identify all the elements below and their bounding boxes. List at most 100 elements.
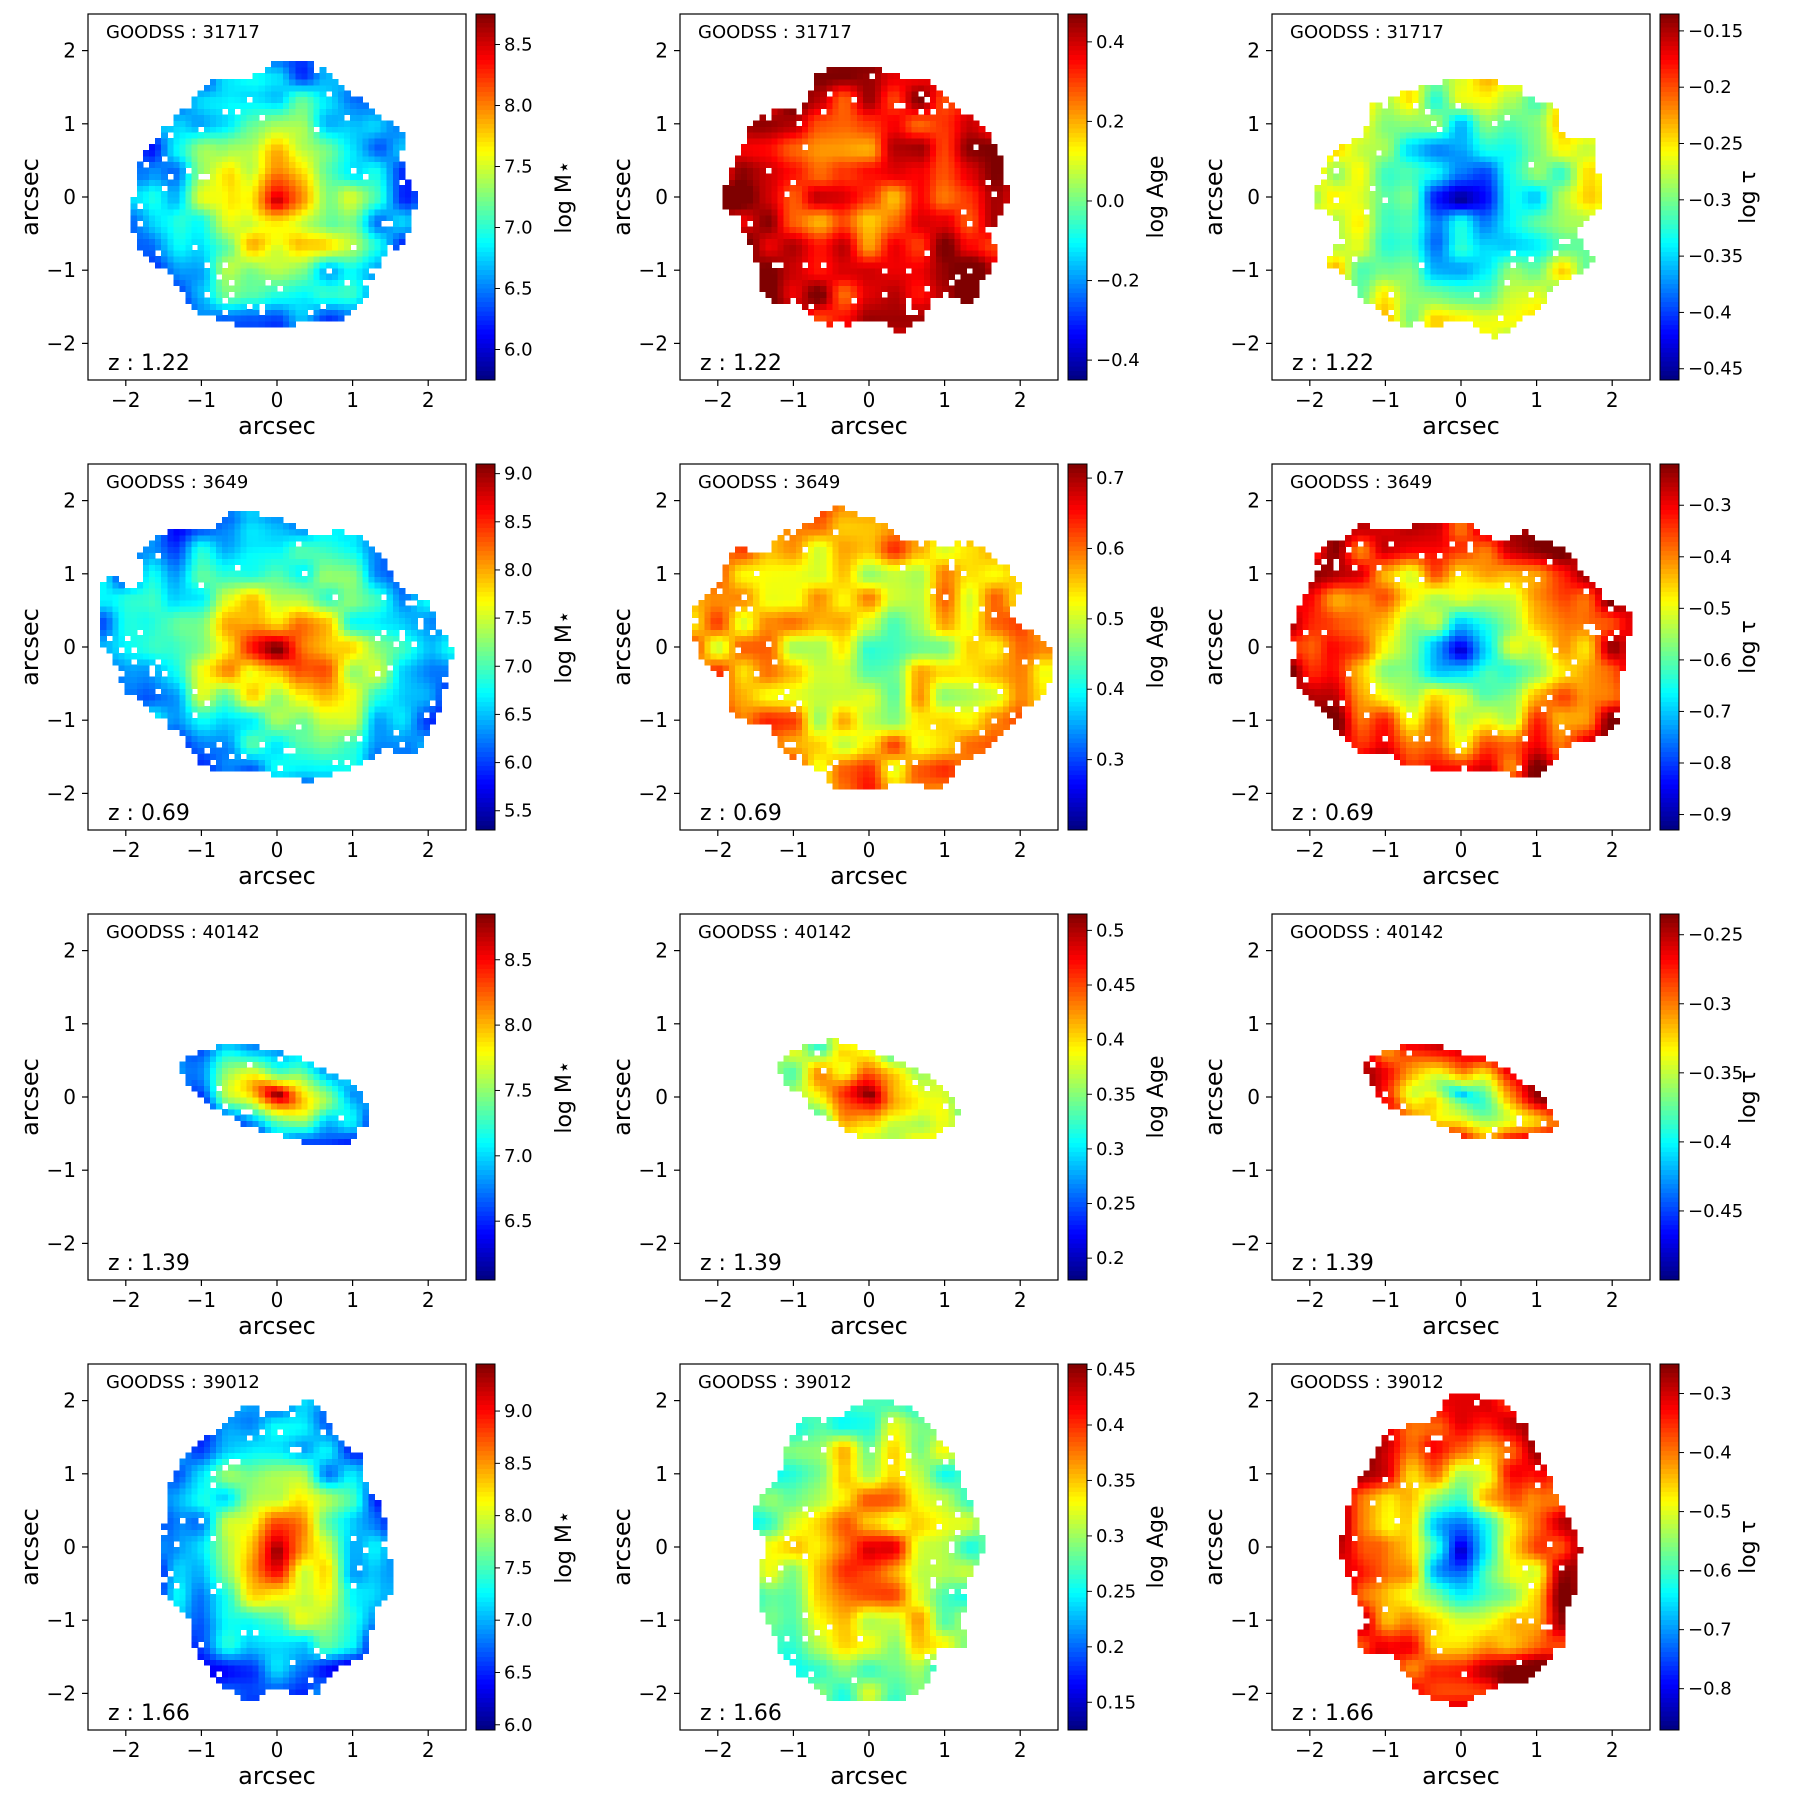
heatmap-cell: [210, 97, 217, 104]
heatmap-cell: [149, 179, 156, 186]
heatmap-cell: [1504, 297, 1511, 304]
heatmap-cell: [1455, 150, 1462, 157]
heatmap-cell: [771, 221, 778, 228]
heatmap-cell: [808, 268, 815, 275]
heatmap-cell: [204, 197, 211, 204]
heatmap-cell: [167, 167, 174, 174]
heatmap-cell: [179, 286, 186, 293]
heatmap-cell: [960, 120, 967, 127]
heatmap-cell: [283, 67, 290, 74]
heatmap-cell: [247, 232, 254, 239]
heatmap-cell: [283, 256, 290, 263]
heatmap-cell: [1565, 268, 1572, 275]
heatmap-cell: [960, 297, 967, 304]
heatmap-cell: [155, 156, 162, 163]
heatmap-cell: [356, 144, 363, 151]
heatmap-cell: [796, 179, 803, 186]
heatmap-cell: [924, 167, 931, 174]
heatmap-cell: [1479, 167, 1486, 174]
heatmap-cell: [1479, 162, 1486, 169]
heatmap-cell: [301, 108, 308, 115]
heatmap-cell: [1357, 244, 1364, 251]
heatmap-cell: [137, 659, 144, 666]
heatmap-cell: [1485, 291, 1492, 298]
heatmap-cell: [796, 138, 803, 145]
heatmap-cell: [320, 162, 327, 169]
heatmap-cell: [1394, 179, 1401, 186]
colorbar-band: [1068, 60, 1087, 65]
heatmap-cell: [1491, 209, 1498, 216]
heatmap-cell: [137, 582, 144, 589]
colorbar-band: [476, 302, 495, 307]
heatmap-cell: [1534, 291, 1541, 298]
heatmap-cell: [924, 238, 931, 245]
heatmap-cell: [387, 156, 394, 163]
colorbar-tick-label: 0.4: [1096, 32, 1125, 53]
heatmap-cell: [832, 268, 839, 275]
galaxy-label: GOODSS : 31717: [106, 22, 260, 43]
heatmap-cell: [1498, 250, 1505, 257]
heatmap-cell: [936, 103, 943, 110]
heatmap-cell: [851, 238, 858, 245]
heatmap-cell: [1461, 97, 1468, 104]
heatmap-cell: [320, 150, 327, 157]
heatmap-cell: [1412, 280, 1419, 287]
heatmap-cell: [832, 203, 839, 210]
heatmap-cell: [979, 203, 986, 210]
heatmap-cell: [1534, 221, 1541, 228]
heatmap-cell: [1351, 238, 1358, 245]
heatmap-cell: [881, 309, 888, 316]
heatmap-cell: [765, 173, 772, 180]
heatmap-cell: [247, 138, 254, 145]
heatmap-cell: [1443, 215, 1450, 222]
heatmap-cell: [155, 144, 162, 151]
heatmap-cell: [820, 126, 827, 133]
heatmap-cell: [375, 167, 382, 174]
heatmap-cell: [1357, 291, 1364, 298]
heatmap-cell: [967, 227, 974, 234]
heatmap-cell: [1357, 150, 1364, 157]
heatmap-cell: [1394, 191, 1401, 198]
heatmap-cell: [265, 67, 272, 74]
heatmap-cell: [967, 132, 974, 139]
heatmap-cell: [283, 167, 290, 174]
heatmap-cell: [906, 197, 913, 204]
heatmap-cell: [186, 232, 193, 239]
x-tick-label: 1: [1530, 388, 1543, 412]
heatmap-cell: [918, 79, 925, 86]
heatmap-cell: [960, 227, 967, 234]
heatmap-cell: [863, 274, 870, 281]
heatmap-cell: [1345, 197, 1352, 204]
heatmap-cell: [869, 297, 876, 304]
heatmap-cell: [845, 103, 852, 110]
heatmap-cell: [1394, 197, 1401, 204]
heatmap-cell: [295, 79, 302, 86]
heatmap-cell: [173, 167, 180, 174]
heatmap-cell: [240, 232, 247, 239]
heatmap-cell: [771, 274, 778, 281]
heatmap-cell: [216, 138, 223, 145]
heatmap-cell: [131, 641, 138, 648]
heatmap-cell: [869, 162, 876, 169]
heatmap-cell: [362, 179, 369, 186]
heatmap-cell: [1437, 244, 1444, 251]
heatmap-cell: [283, 321, 290, 328]
heatmap-cell: [1382, 179, 1389, 186]
heatmap-cell: [1485, 191, 1492, 198]
colorbar-band: [1068, 371, 1087, 376]
heatmap-cell: [204, 280, 211, 287]
heatmap-cell: [1455, 262, 1462, 269]
colorbar-band: [1660, 284, 1679, 289]
heatmap-cell: [1437, 297, 1444, 304]
heatmap-cell: [979, 179, 986, 186]
heatmap-cell: [338, 197, 345, 204]
heatmap-cell: [1528, 232, 1535, 239]
heatmap-cell: [863, 167, 870, 174]
heatmap-cell: [1406, 280, 1413, 287]
heatmap-cell: [863, 85, 870, 92]
heatmap-cell: [759, 126, 766, 133]
heatmap-cell: [1345, 244, 1352, 251]
heatmap-cell: [143, 564, 150, 571]
heatmap-cell: [1437, 309, 1444, 316]
heatmap-cell: [881, 262, 888, 269]
